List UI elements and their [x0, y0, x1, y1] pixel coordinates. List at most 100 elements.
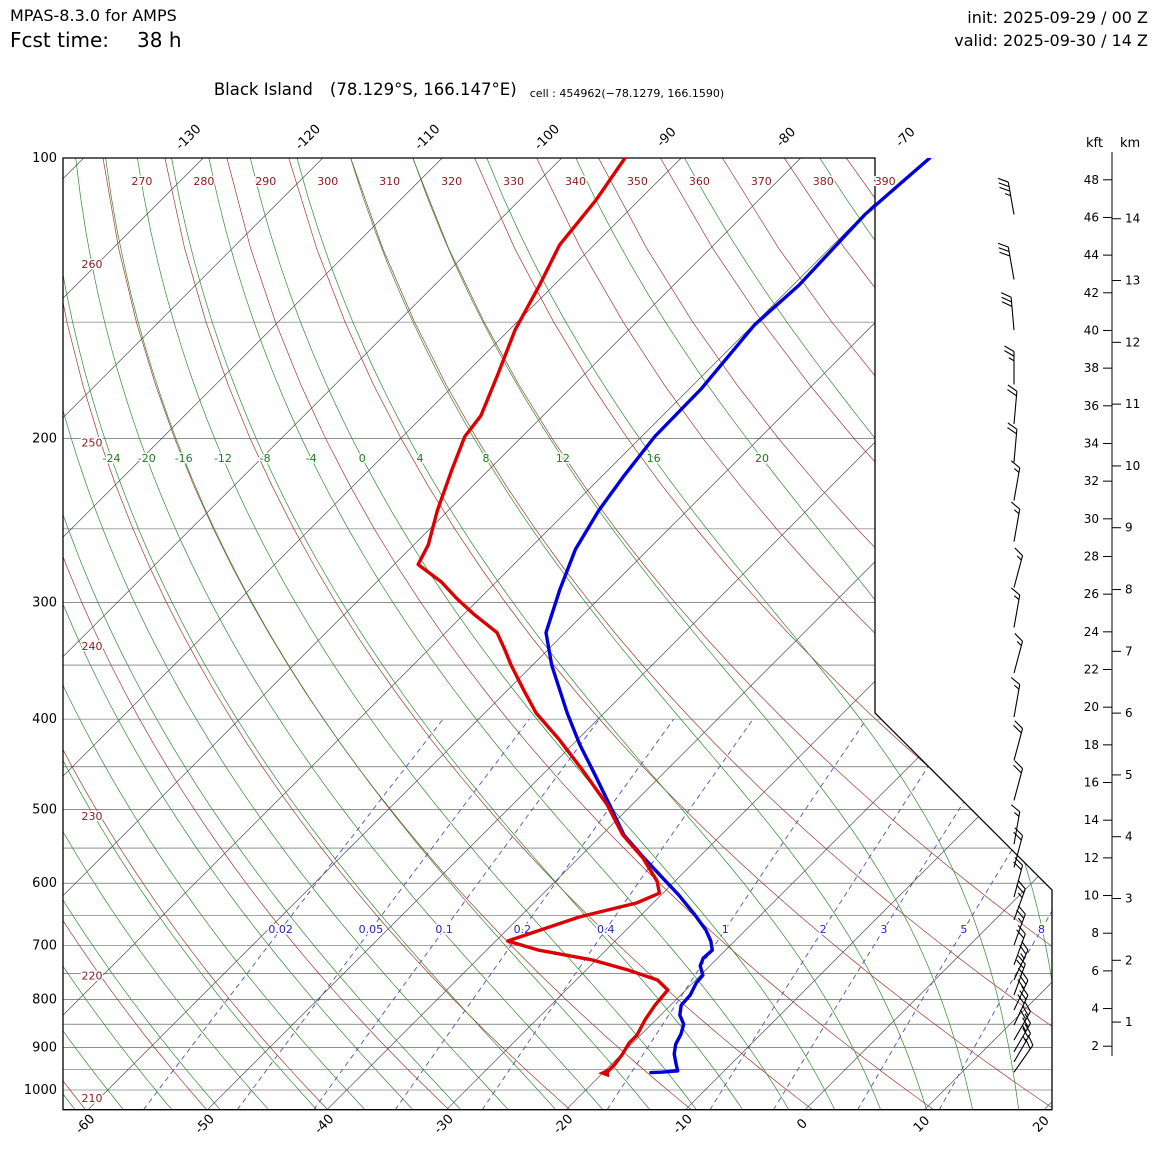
svg-text:280: 280 [193, 175, 214, 188]
temperature-trace [544, 158, 932, 1075]
svg-text:8: 8 [482, 452, 489, 465]
svg-text:2: 2 [1091, 1039, 1099, 1053]
svg-text:20: 20 [1084, 700, 1099, 714]
svg-text:12: 12 [556, 452, 570, 465]
svg-text:800: 800 [32, 993, 57, 1008]
station-name: Black Island [213, 80, 313, 99]
svg-text:240: 240 [82, 640, 103, 653]
svg-text:260: 260 [82, 258, 103, 271]
header-left: MPAS-8.3.0 for AMPS Fcst time: 38 h [10, 6, 182, 52]
svg-text:0.02: 0.02 [268, 923, 293, 936]
forecast-time-label: Fcst time: [10, 28, 110, 52]
svg-text:-80: -80 [773, 125, 799, 151]
svg-text:30: 30 [1084, 512, 1099, 526]
svg-text:6: 6 [1125, 706, 1133, 720]
svg-text:300: 300 [317, 175, 338, 188]
svg-text:380: 380 [813, 175, 834, 188]
svg-text:370: 370 [751, 175, 772, 188]
svg-text:0.1: 0.1 [435, 923, 453, 936]
svg-text:230: 230 [82, 810, 103, 823]
svg-text:240: 240 [82, 640, 103, 653]
svg-text:11: 11 [1125, 397, 1140, 411]
svg-text:0.4: 0.4 [597, 923, 615, 936]
svg-text:290: 290 [255, 175, 276, 188]
svg-text:0.05: 0.05 [359, 923, 384, 936]
svg-text:-4: -4 [306, 452, 317, 465]
svg-text:12: 12 [556, 452, 570, 465]
svg-text:290: 290 [255, 175, 276, 188]
svg-text:10: 10 [1125, 459, 1140, 473]
init-time: init: 2025-09-29 / 00 Z [967, 8, 1148, 27]
svg-text:350: 350 [627, 175, 648, 188]
svg-text:700: 700 [32, 939, 57, 954]
svg-text:18: 18 [1084, 738, 1099, 752]
svg-text:4: 4 [1125, 830, 1133, 844]
svg-text:8: 8 [482, 452, 489, 465]
svg-text:250: 250 [82, 437, 103, 450]
svg-text:220: 220 [82, 970, 103, 983]
svg-text:32: 32 [1084, 474, 1099, 488]
svg-text:9: 9 [1125, 521, 1133, 535]
svg-text:14: 14 [1084, 813, 1099, 827]
svg-text:8: 8 [1125, 583, 1133, 597]
svg-text:-24: -24 [103, 452, 121, 465]
svg-text:16: 16 [1084, 776, 1099, 790]
svg-text:-110: -110 [412, 122, 443, 153]
svg-text:14: 14 [1125, 212, 1140, 226]
svg-text:-8: -8 [260, 452, 271, 465]
svg-text:4: 4 [1091, 1002, 1099, 1016]
svg-text:250: 250 [82, 437, 103, 450]
svg-text:330: 330 [503, 175, 524, 188]
profiles [416, 158, 932, 1078]
svg-text:-100: -100 [531, 122, 562, 153]
svg-text:0.02: 0.02 [268, 923, 293, 936]
svg-text:3: 3 [880, 923, 887, 936]
model-version: MPAS-8.3.0 for AMPS [10, 6, 177, 25]
svg-text:3: 3 [1125, 891, 1133, 905]
svg-text:100: 100 [32, 151, 57, 166]
svg-text:-30: -30 [431, 1112, 457, 1138]
svg-text:2: 2 [820, 923, 827, 936]
svg-text:34: 34 [1084, 436, 1099, 450]
svg-text:-90: -90 [654, 125, 680, 151]
svg-text:270: 270 [131, 175, 152, 188]
svg-text:0: 0 [359, 452, 366, 465]
svg-text:0.4: 0.4 [597, 923, 615, 936]
svg-text:36: 36 [1084, 399, 1099, 413]
surface-marker [598, 1068, 610, 1078]
svg-text:7: 7 [1125, 644, 1133, 658]
svg-text:-50: -50 [192, 1112, 218, 1138]
svg-text:280: 280 [193, 175, 214, 188]
svg-text:400: 400 [32, 712, 57, 727]
svg-text:5: 5 [960, 923, 967, 936]
svg-text:210: 210 [82, 1092, 103, 1105]
svg-text:-24: -24 [103, 452, 121, 465]
svg-text:48: 48 [1084, 173, 1099, 187]
dewpoint-trace [416, 158, 670, 1074]
plot-frame [62, 157, 1053, 1111]
svg-text:390: 390 [875, 175, 896, 188]
svg-text:260: 260 [82, 258, 103, 271]
svg-text:10: 10 [911, 1113, 933, 1135]
svg-text:1: 1 [722, 923, 729, 936]
svg-text:8: 8 [1038, 923, 1045, 936]
svg-text:26: 26 [1084, 587, 1099, 601]
svg-text:km: km [1120, 136, 1140, 151]
svg-text:22: 22 [1084, 663, 1099, 677]
header-right: init: 2025-09-29 / 00 Z valid: 2025-09-3… [954, 6, 1148, 52]
svg-text:1000: 1000 [24, 1083, 57, 1098]
svg-text:1: 1 [722, 923, 729, 936]
svg-text:12: 12 [1084, 851, 1099, 865]
svg-text:12: 12 [1125, 335, 1140, 349]
height-axis: kft km12345678910111213142468101214161820… [1084, 136, 1140, 1056]
forecast-time-value: 38 h [137, 28, 182, 52]
station-coords: (78.129°S, 166.147°E) [329, 80, 517, 99]
svg-text:210: 210 [82, 1092, 103, 1105]
svg-text:-12: -12 [214, 452, 232, 465]
svg-text:900: 900 [32, 1040, 57, 1055]
svg-text:13: 13 [1125, 274, 1140, 288]
svg-text:-8: -8 [260, 452, 271, 465]
svg-text:5: 5 [960, 923, 967, 936]
svg-text:270: 270 [131, 175, 152, 188]
